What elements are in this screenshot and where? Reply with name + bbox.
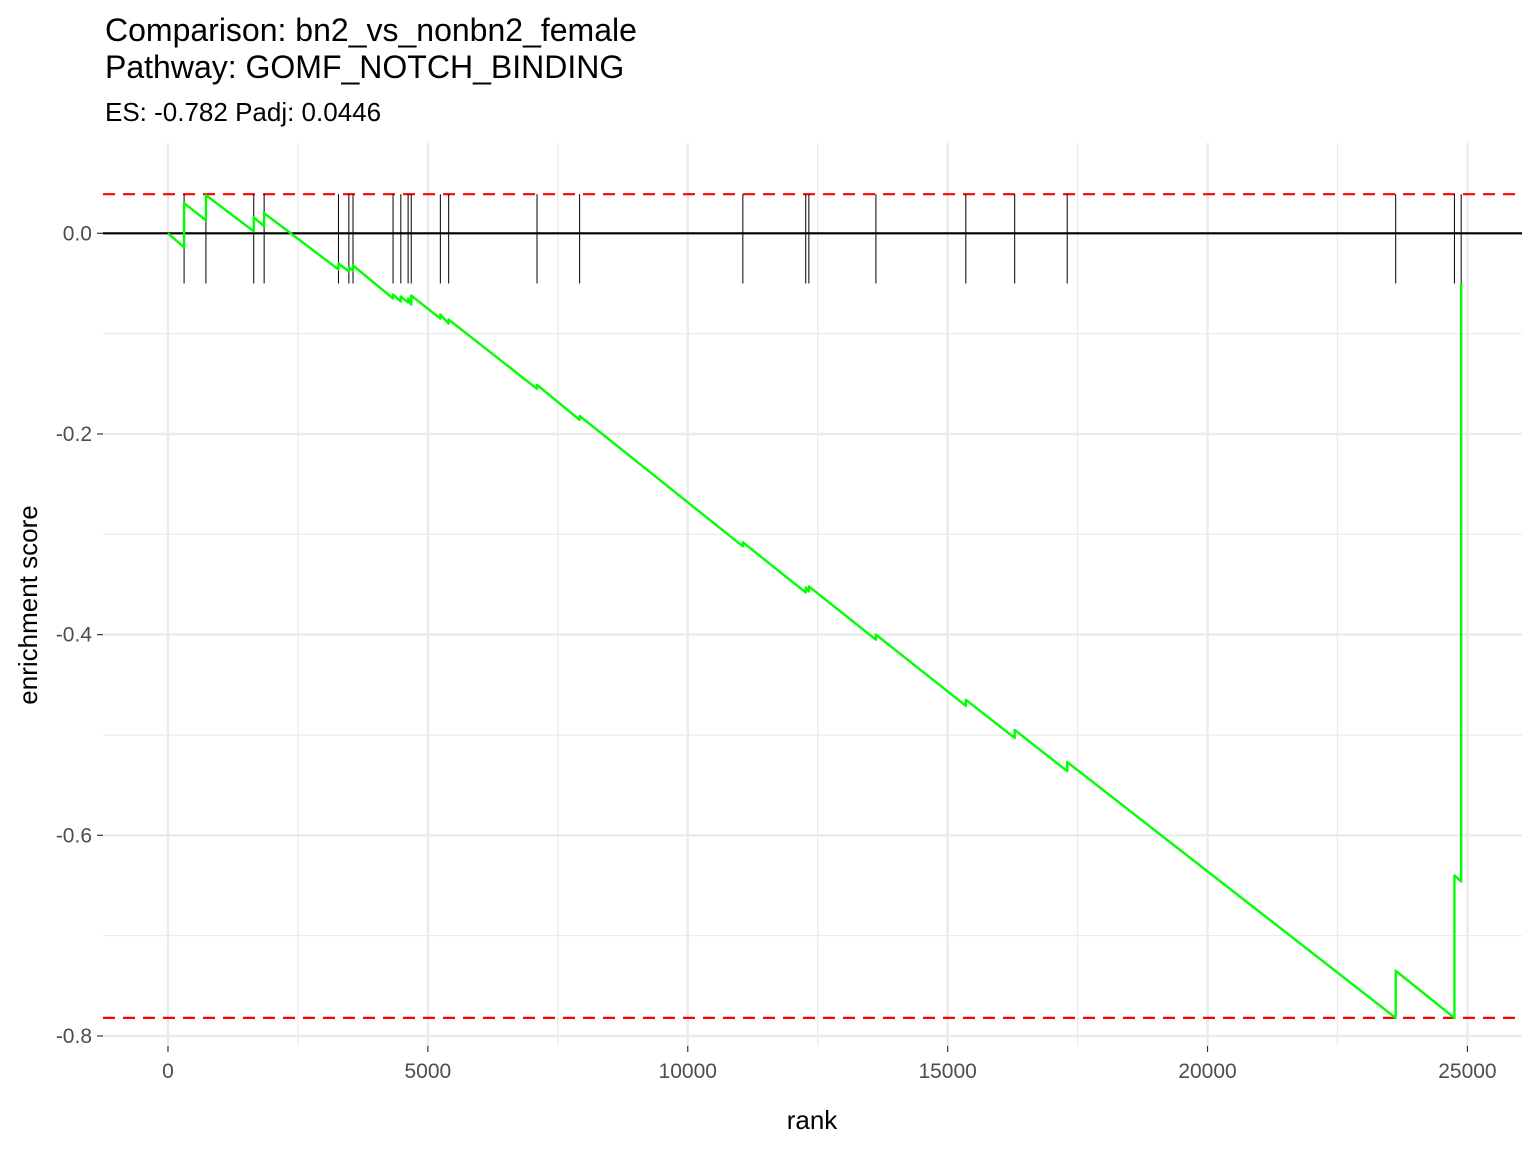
x-tick-label: 15000 (918, 1060, 976, 1083)
y-tick-label: -0.4 (56, 624, 93, 647)
x-tick-label: 20000 (1178, 1060, 1236, 1083)
chart-title-line-2: Pathway: GOMF_NOTCH_BINDING (105, 49, 624, 85)
y-tick-label: -0.8 (56, 1025, 92, 1048)
y-axis-title: enrichment score (13, 505, 43, 704)
y-tick-label: 0.0 (63, 222, 92, 245)
x-tick-label: 10000 (659, 1060, 717, 1083)
x-tick-label: 25000 (1438, 1060, 1496, 1083)
enrichment-score-line (167, 193, 1463, 1020)
y-tick-label: -0.6 (56, 824, 92, 847)
chart-title-line-1: Comparison: bn2_vs_nonbn2_female (105, 12, 637, 48)
x-axis-title: rank (787, 1105, 839, 1135)
y-tick-label: -0.2 (56, 423, 92, 446)
x-tick-label: 0 (162, 1060, 174, 1083)
chart-subtitle: ES: -0.782 Padj: 0.0446 (105, 97, 381, 127)
plot-panel: 0 5000 10000 15000 20000 25000 0.0 -0.2 -0.4 -0.6… (56, 143, 1522, 1083)
x-tick-label: 5000 (405, 1060, 452, 1083)
